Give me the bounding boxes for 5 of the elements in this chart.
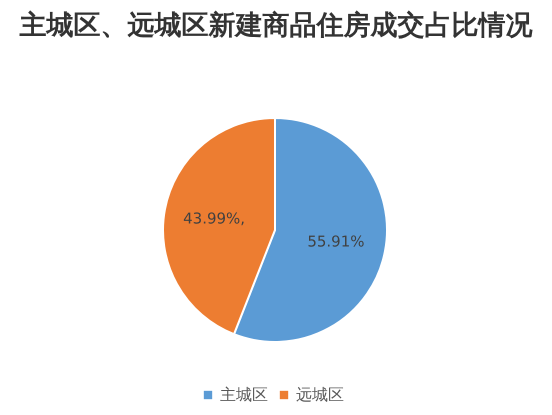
chart-title: 主城区、远城区新建商品住房成交占比情况 — [18, 10, 534, 40]
legend-label: 主城区 — [220, 385, 268, 404]
legend-label: 远城区 — [296, 385, 344, 404]
data-label: 43.99%, — [183, 209, 246, 228]
data-label: 55.91% — [307, 232, 365, 251]
